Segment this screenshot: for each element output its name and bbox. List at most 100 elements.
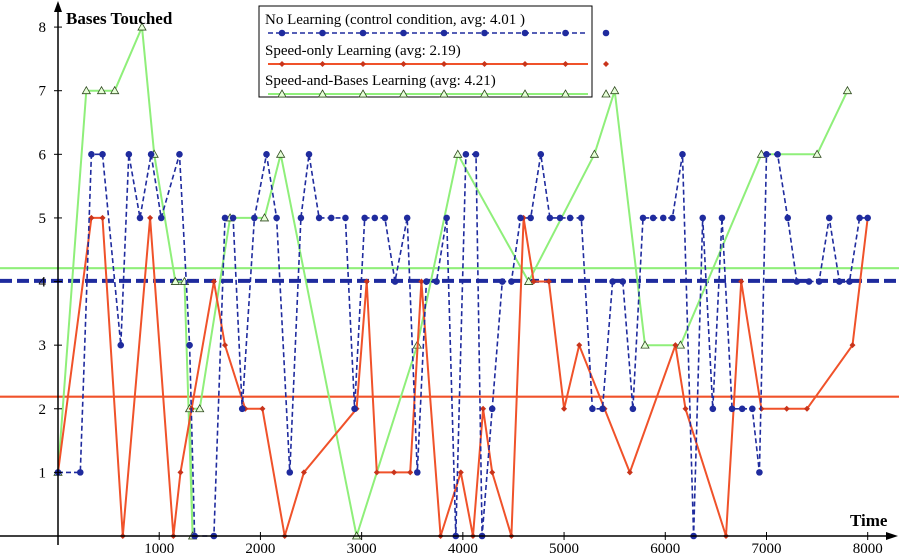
data-point bbox=[177, 469, 184, 476]
data-point bbox=[699, 214, 707, 222]
data-point bbox=[805, 278, 813, 285]
data-point bbox=[251, 214, 258, 222]
data-point bbox=[157, 214, 165, 222]
data-point bbox=[545, 278, 552, 285]
y-tick-label: 5 bbox=[39, 211, 47, 227]
legend-marker bbox=[520, 89, 530, 98]
data-point bbox=[418, 278, 425, 285]
x-tick-label: 8000 bbox=[853, 541, 883, 556]
data-point bbox=[407, 469, 414, 476]
data-point bbox=[566, 214, 574, 222]
data-point bbox=[619, 278, 627, 285]
data-point bbox=[286, 469, 294, 476]
data-point bbox=[96, 85, 107, 95]
legend-box bbox=[258, 5, 593, 98]
data-point bbox=[517, 214, 524, 222]
data-point bbox=[259, 405, 266, 412]
x-tick-label: 3000 bbox=[347, 541, 377, 556]
legend-marker bbox=[359, 29, 367, 37]
data-point bbox=[639, 214, 647, 222]
data-point bbox=[195, 403, 205, 413]
data-point bbox=[489, 469, 496, 476]
data-point bbox=[499, 278, 506, 285]
data-point bbox=[109, 85, 120, 95]
legend-marker bbox=[319, 29, 326, 37]
data-point bbox=[147, 151, 155, 158]
legend-label-2: Speed-only Learning (avg: 2.19) bbox=[265, 43, 461, 59]
legend-marker bbox=[400, 29, 407, 37]
data-point bbox=[812, 149, 822, 158]
data-point bbox=[849, 342, 856, 349]
data-point bbox=[76, 469, 84, 476]
data-point bbox=[709, 405, 717, 413]
x-tick-label: 6000 bbox=[650, 541, 680, 556]
data-point bbox=[99, 151, 106, 158]
data-point bbox=[342, 214, 349, 222]
y-axis-title: Bases Touched bbox=[66, 9, 173, 28]
data-point bbox=[846, 278, 853, 285]
data-point bbox=[530, 278, 537, 285]
data-point bbox=[414, 469, 421, 476]
data-point bbox=[391, 469, 398, 476]
x-axis-arrow bbox=[886, 532, 898, 540]
legend-marker bbox=[440, 29, 448, 37]
y-tick-label: 8 bbox=[39, 20, 47, 36]
data-point bbox=[381, 214, 389, 222]
legend-marker bbox=[481, 61, 488, 67]
data-point bbox=[472, 151, 480, 158]
data-point bbox=[576, 342, 583, 349]
data-point bbox=[577, 214, 585, 222]
data-point bbox=[462, 151, 470, 158]
data-point bbox=[609, 278, 616, 285]
data-point bbox=[718, 214, 726, 222]
data-point bbox=[856, 214, 863, 222]
data-point bbox=[99, 214, 106, 221]
data-point bbox=[756, 469, 763, 476]
data-point bbox=[783, 405, 790, 412]
x-tick-label: 7000 bbox=[751, 541, 781, 556]
data-point bbox=[556, 214, 564, 222]
data-point bbox=[672, 342, 679, 349]
legend-marker bbox=[522, 61, 528, 67]
series-line-2 bbox=[57, 216, 869, 537]
x-tick-label: 4000 bbox=[448, 541, 478, 556]
data-point bbox=[842, 85, 853, 95]
data-point bbox=[176, 151, 183, 158]
data-point bbox=[589, 149, 600, 158]
data-point bbox=[210, 278, 217, 285]
data-point bbox=[480, 405, 487, 412]
data-point bbox=[371, 214, 379, 222]
y-tick-label: 6 bbox=[39, 147, 47, 163]
x-tick-label: 2000 bbox=[245, 541, 275, 556]
legend-label-1: No Learning (control condition, avg: 4.0… bbox=[265, 12, 525, 28]
data-point bbox=[327, 214, 335, 222]
legend-marker bbox=[439, 89, 449, 98]
legend-marker bbox=[603, 61, 609, 67]
legend-marker bbox=[358, 89, 368, 98]
data-point bbox=[803, 405, 810, 412]
data-point bbox=[125, 151, 133, 158]
data-point bbox=[403, 214, 411, 222]
legend: No Learning (control condition, avg: 4.0… bbox=[258, 5, 611, 98]
data-point bbox=[305, 151, 313, 158]
data-point bbox=[229, 214, 237, 222]
legend-marker bbox=[601, 89, 611, 98]
legend-marker bbox=[481, 29, 488, 37]
legend-marker bbox=[560, 89, 571, 98]
data-point bbox=[170, 276, 181, 285]
x-tick-label: 5000 bbox=[549, 541, 579, 556]
data-point bbox=[275, 149, 286, 158]
data-point bbox=[186, 341, 193, 349]
data-point bbox=[763, 151, 770, 158]
data-point bbox=[738, 278, 745, 285]
legend-marker bbox=[602, 29, 610, 37]
legend-marker bbox=[479, 89, 490, 98]
x-tick-label: 1000 bbox=[144, 541, 174, 556]
average-lines bbox=[0, 267, 899, 398]
data-point bbox=[137, 22, 147, 31]
data-point bbox=[457, 469, 464, 476]
data-point bbox=[297, 214, 305, 222]
data-point bbox=[221, 214, 229, 222]
legend-marker bbox=[317, 89, 328, 98]
